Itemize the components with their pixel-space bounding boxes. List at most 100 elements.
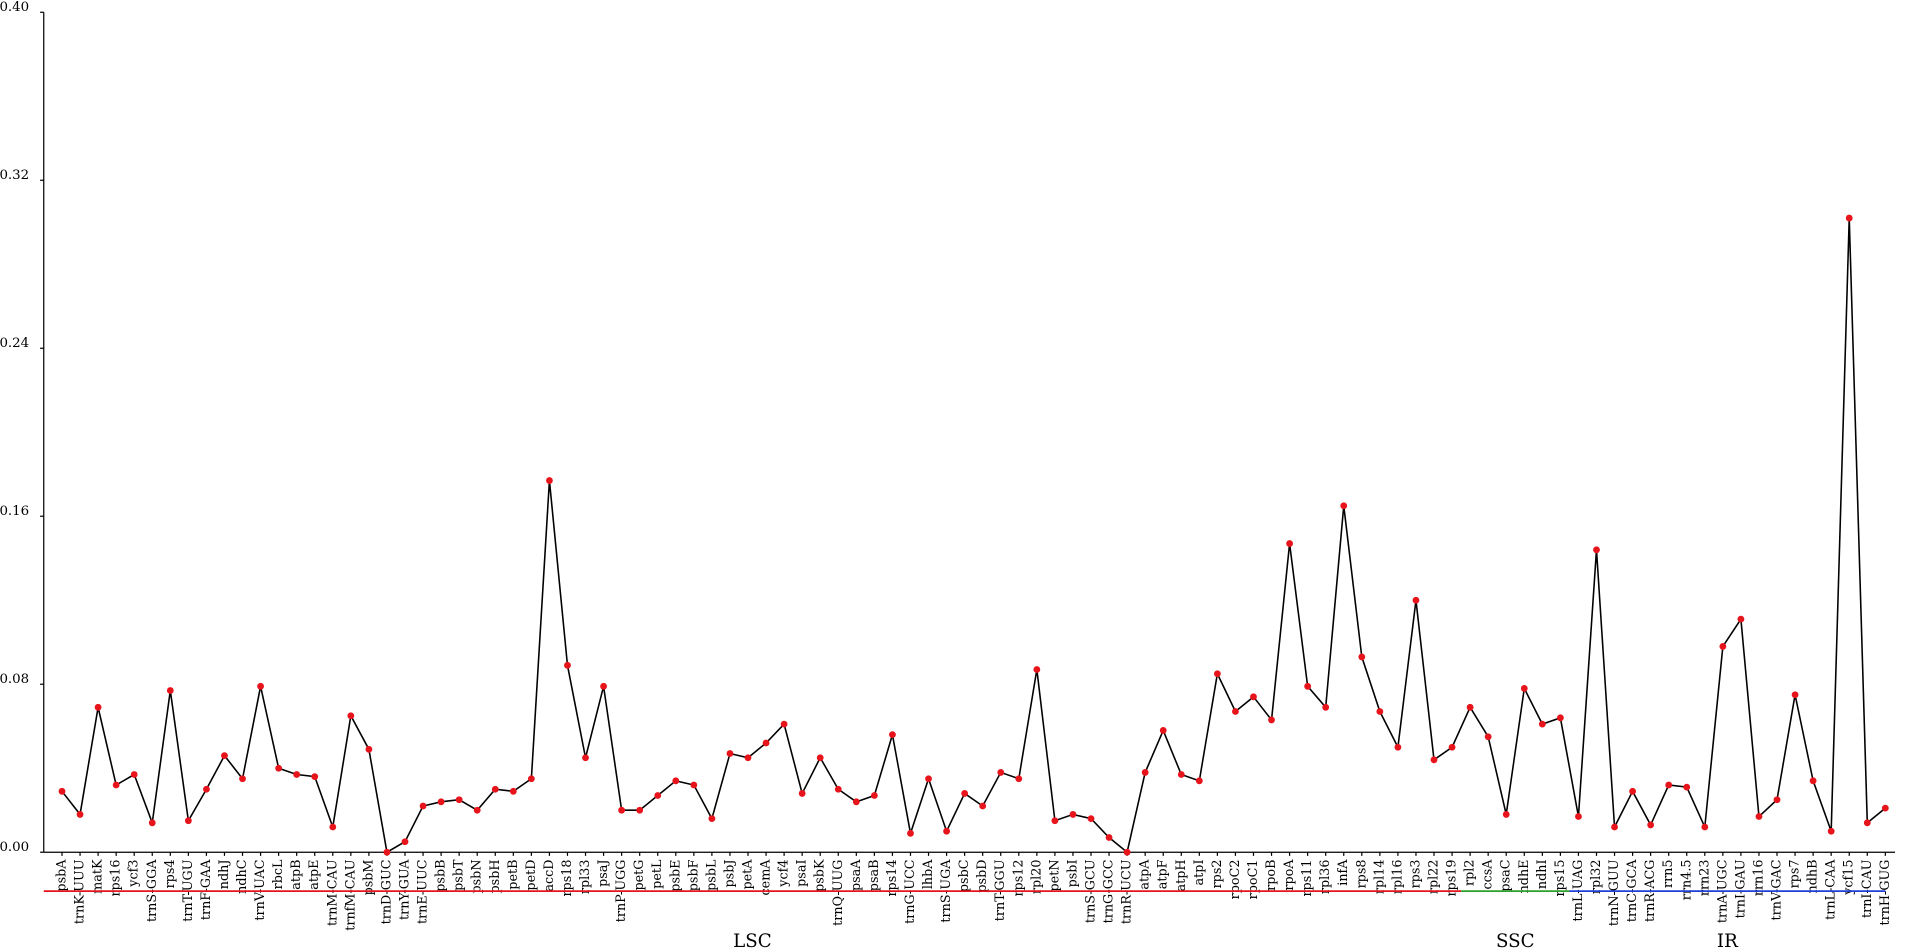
data-point: [76, 811, 84, 818]
x-tick-label: rps11: [1300, 860, 1315, 897]
data-point: [1033, 666, 1041, 673]
y-tick-label: 0.40: [0, 0, 29, 15]
data-point: [58, 787, 66, 795]
x-tick-label: petL: [650, 859, 665, 889]
data-point: [889, 731, 896, 739]
x-tick-label: matK: [91, 859, 106, 894]
data-point: [979, 802, 987, 810]
data-point: [437, 798, 445, 806]
data-point: [600, 682, 607, 690]
x-tick-label: psbI: [1065, 860, 1080, 888]
data-point: [1719, 643, 1727, 650]
x-tick-label: petB: [506, 860, 521, 890]
data-point: [925, 775, 932, 783]
data-point: [798, 790, 806, 797]
data-point: [293, 771, 301, 778]
data-point: [1195, 777, 1203, 785]
data-point: [1755, 813, 1763, 820]
data-point: [1556, 714, 1564, 722]
x-tick-label: ndhB: [1806, 860, 1821, 894]
x-tick-label: psbN: [470, 860, 485, 894]
data-point: [1647, 821, 1655, 829]
x-tick-label: cemA: [759, 859, 774, 896]
x-tick-label: psaJ: [596, 860, 611, 887]
data-point: [383, 848, 391, 856]
data-point: [708, 815, 716, 823]
x-tick-label: ccsA: [1481, 859, 1496, 890]
x-tick-label: accD: [542, 860, 557, 892]
data-point: [1773, 796, 1781, 804]
data-point: [1250, 693, 1257, 701]
y-tick-label: 0.24: [0, 336, 29, 351]
x-tick-label: rps18: [560, 860, 575, 897]
x-tick-label: trnL-CAA: [1824, 859, 1839, 920]
x-tick-label: rps12: [1011, 860, 1026, 897]
x-tick-label: ndhJ: [217, 860, 232, 890]
data-point: [1286, 540, 1293, 547]
data-point: [1575, 813, 1582, 820]
data-point: [1701, 823, 1709, 831]
x-tick-label: psaB: [867, 860, 882, 892]
data-point: [419, 802, 427, 810]
x-tick-label: psbH: [488, 860, 503, 894]
x-tick-label: rpoC1: [1246, 860, 1261, 900]
data-point: [1340, 502, 1348, 510]
data-point: [564, 661, 571, 669]
data-point: [1520, 685, 1528, 692]
data-point: [943, 827, 950, 835]
x-tick-label: rps14: [885, 860, 900, 897]
x-tick-label: trnI-CAU: [1860, 859, 1875, 918]
x-tick-label: psbK: [813, 859, 828, 892]
data-point: [1412, 596, 1420, 604]
data-point: [1105, 834, 1113, 841]
data-point: [961, 790, 969, 797]
data-point: [1376, 708, 1384, 715]
data-point: [690, 781, 698, 789]
x-tick-label: rpl33: [578, 860, 593, 895]
x-tick-label: trnM-CAU: [325, 859, 340, 926]
x-tick-label: rps15: [1553, 860, 1568, 897]
data-point: [1611, 823, 1618, 831]
x-tick-label: ndhI: [1535, 860, 1550, 890]
data-point: [1394, 743, 1402, 751]
y-tick-label: 0.00: [0, 840, 29, 855]
data-point: [1538, 720, 1546, 728]
x-tick-label: rpl20: [1029, 860, 1044, 895]
x-tick-label: rps16: [109, 860, 124, 897]
y-tick-label: 0.16: [0, 504, 29, 519]
data-point: [1845, 214, 1853, 222]
x-tick-label: trnY-GUA: [397, 859, 412, 920]
data-point: [744, 754, 752, 762]
region-label: LSC: [733, 931, 772, 952]
data-point: [1430, 756, 1438, 764]
x-tick-label: psbJ: [722, 860, 737, 888]
data-point: [672, 777, 680, 785]
data-point: [1809, 777, 1817, 785]
data-point: [257, 682, 264, 690]
x-tick-label: rpl36: [1318, 860, 1333, 895]
data-point: [762, 739, 770, 747]
data-point: [1069, 811, 1077, 818]
data-point: [1791, 691, 1799, 699]
x-tick-label: rps2: [1210, 860, 1225, 889]
x-tick-label: petN: [1047, 860, 1062, 892]
data-point: [870, 792, 878, 799]
x-tick-label: rrn4.5: [1679, 860, 1694, 901]
x-tick-label: rrn23: [1697, 860, 1712, 897]
data-point: [834, 785, 842, 793]
data-point: [907, 829, 914, 837]
data-point: [1827, 827, 1835, 835]
data-point: [473, 806, 481, 814]
data-point: [582, 754, 589, 762]
data-point: [239, 775, 246, 783]
data-point: [275, 764, 283, 772]
x-tick-label: rrn5: [1661, 860, 1676, 889]
x-tick-label: psbM: [361, 860, 376, 896]
data-point: [1683, 783, 1691, 791]
x-tick-label: rps3: [1408, 860, 1423, 889]
x-tick-label: ndhC: [235, 860, 250, 894]
data-line: [61, 218, 1886, 854]
x-tick-label: ycf4: [777, 860, 792, 888]
